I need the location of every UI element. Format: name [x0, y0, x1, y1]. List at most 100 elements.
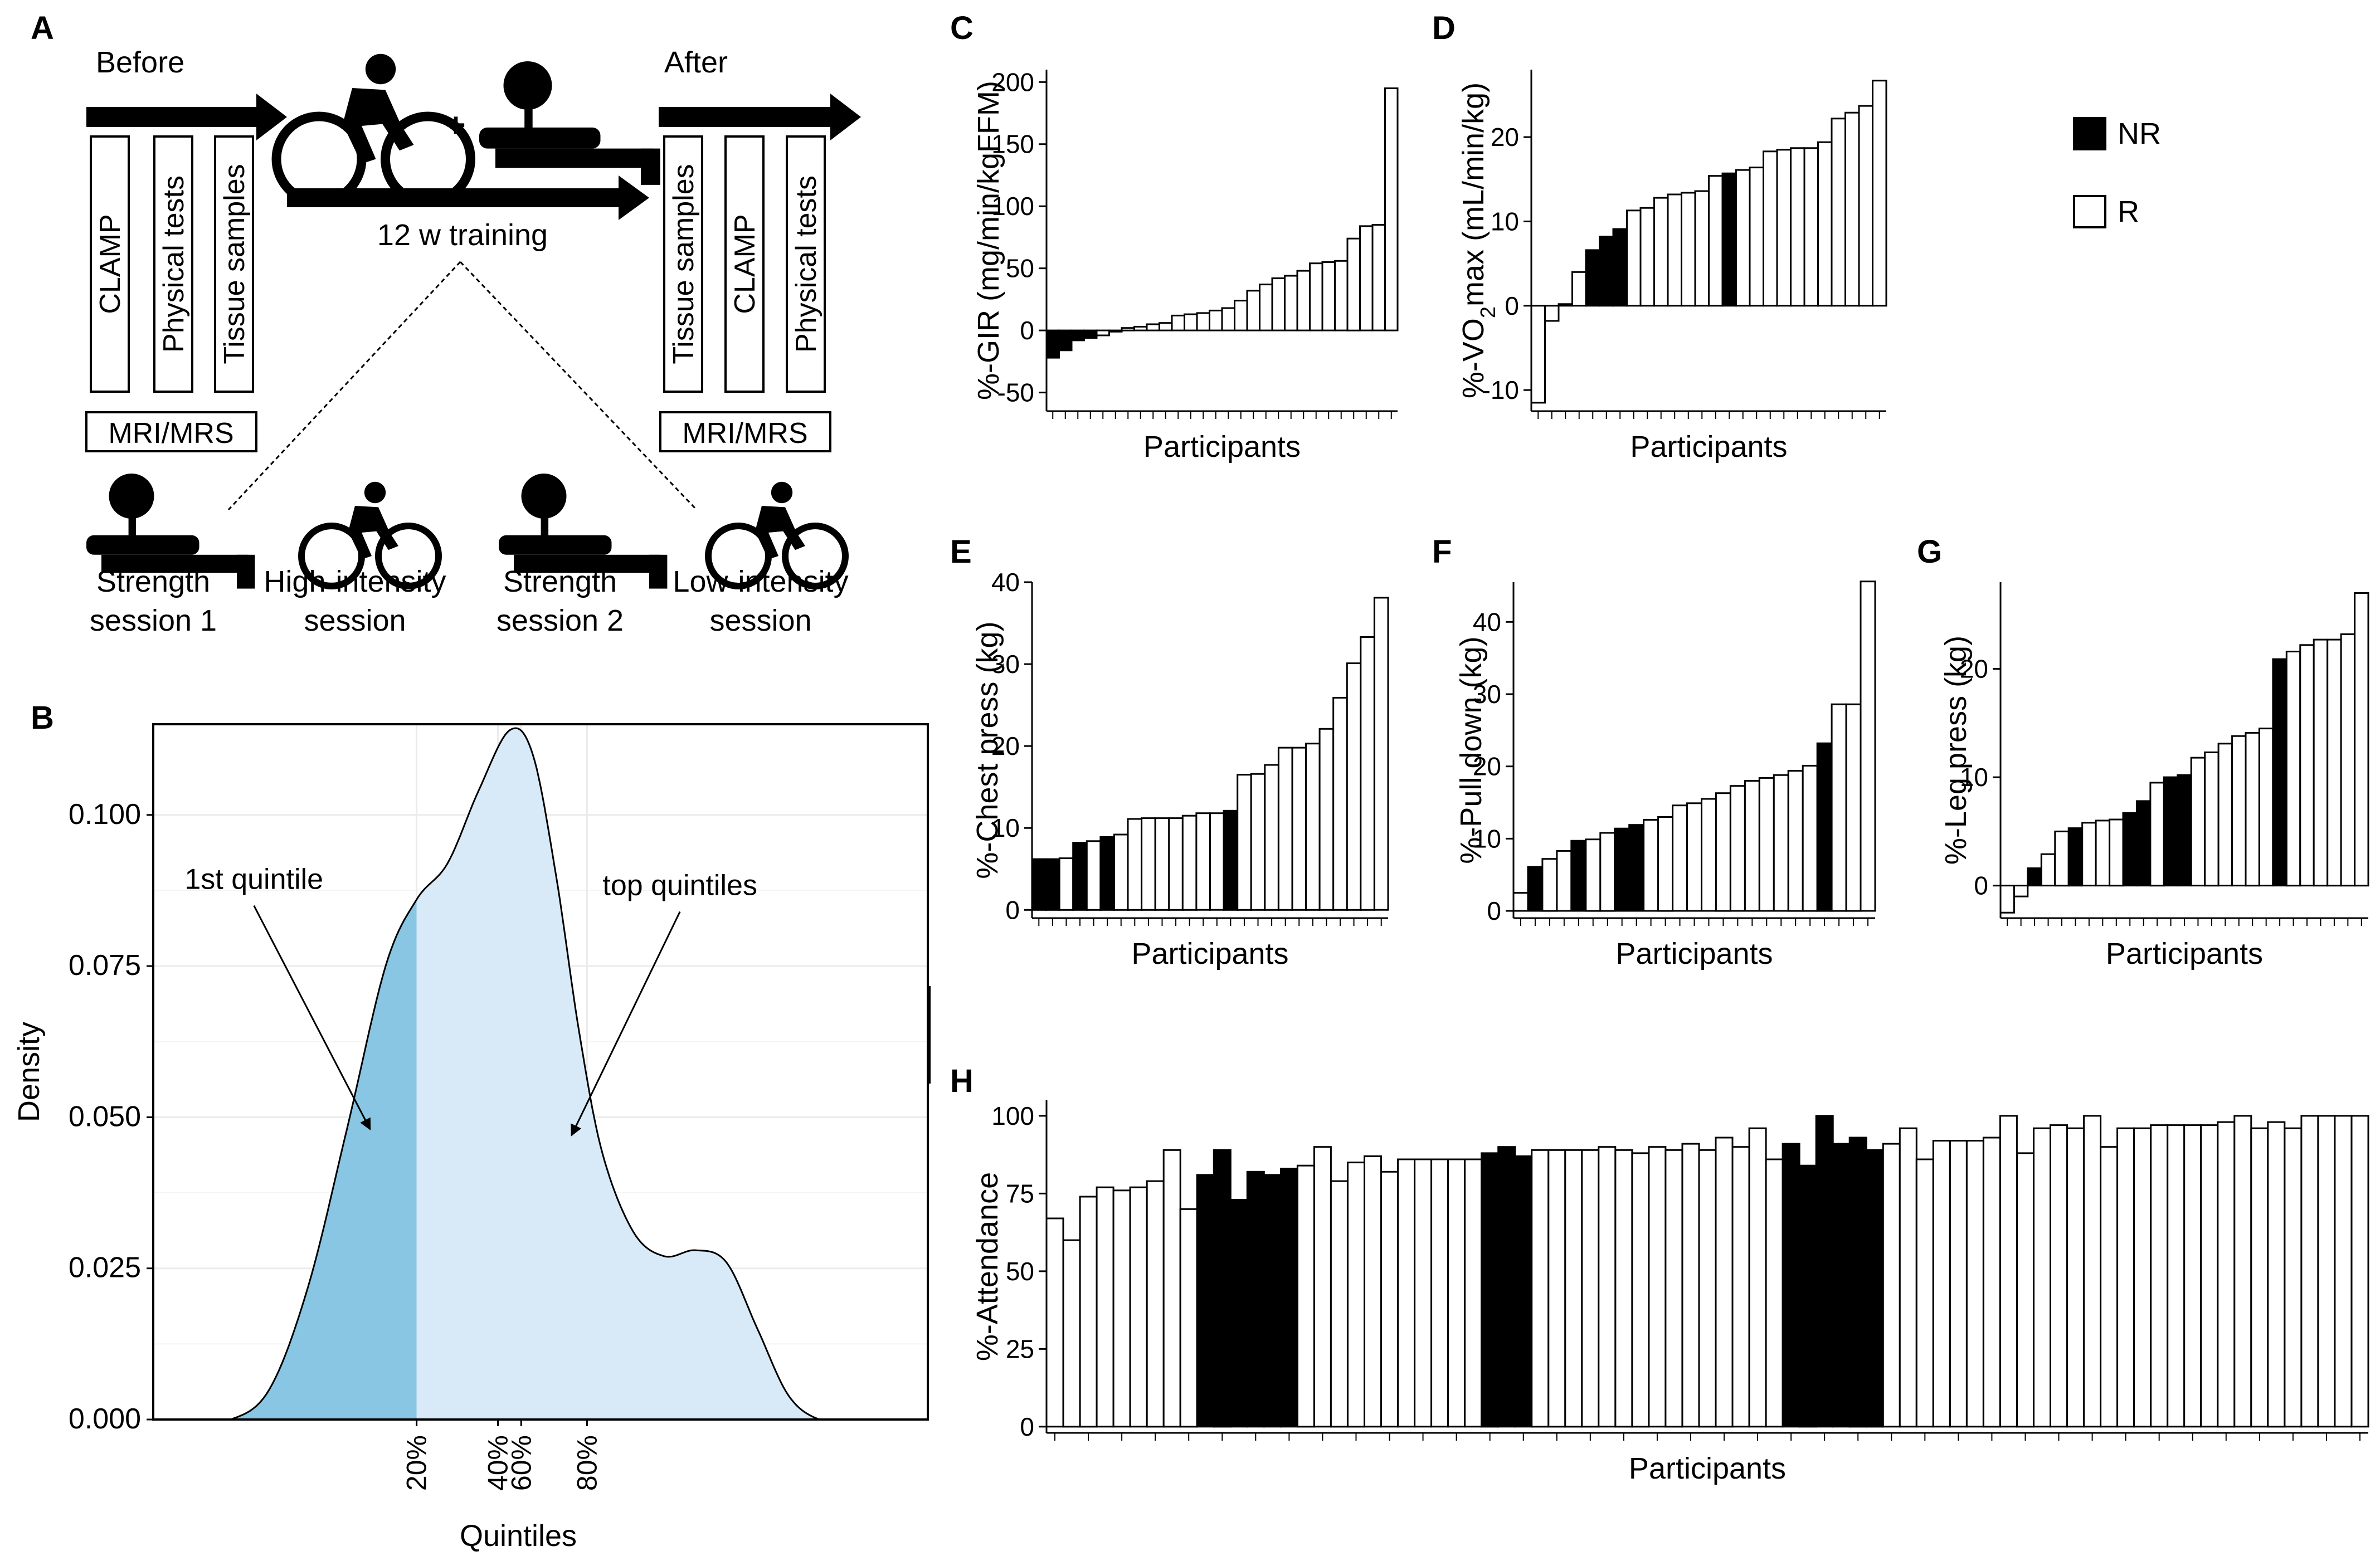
bar-nr	[1246, 1170, 1265, 1428]
bar-r	[1321, 261, 1336, 331]
plus-sign: +	[446, 106, 465, 144]
bar-nr	[2122, 812, 2138, 887]
bar-nr	[1072, 842, 1088, 911]
bar-r	[2300, 1115, 2319, 1428]
before-box-clamp	[90, 135, 130, 393]
bar-r	[1359, 225, 1374, 331]
bar-r	[2334, 1115, 2353, 1428]
bar-r	[1146, 323, 1160, 331]
bar-r	[1259, 284, 1273, 331]
bar-r	[1121, 327, 1135, 331]
y-axis-title: %-Leg press (kg)	[1939, 636, 1973, 865]
bar-r	[1380, 1170, 1399, 1428]
bar-r	[1284, 275, 1298, 331]
x-axis-title: Participants	[2106, 937, 2263, 970]
panel-e-label: E	[950, 534, 972, 570]
bicycle-icon	[704, 481, 849, 590]
bar-r	[1414, 1158, 1433, 1428]
y-tick-label: 30	[1473, 680, 1501, 709]
bar-r	[1999, 1115, 2018, 1428]
after-mri-text: MRI/MRS	[682, 417, 807, 450]
panel-f-label: F	[1432, 534, 1452, 570]
y-tick-label: 0.100	[69, 798, 141, 831]
bar-r	[1309, 262, 1323, 331]
before-mri-text: MRI/MRS	[108, 417, 233, 450]
y-tick-label: 20	[1960, 655, 1988, 684]
bar-r	[1271, 277, 1286, 331]
y-tick-label: 30	[991, 650, 1020, 679]
y-tick-label: 0.075	[69, 949, 141, 982]
bar-nr	[2135, 800, 2152, 887]
session-4-line2: session	[709, 604, 811, 637]
bar-nr	[1612, 228, 1628, 307]
panel-a: A Before After 12 w training CLAMP Physi…	[31, 10, 861, 637]
bar-r	[1701, 798, 1717, 912]
bar-r	[1146, 1180, 1165, 1428]
bar-nr	[1031, 858, 1047, 911]
y-tick-label: 20	[991, 731, 1020, 760]
y-axis-title: %-Chest press (kg)	[971, 621, 1004, 879]
bar-r	[1045, 1217, 1064, 1428]
bar-r	[1982, 1136, 2001, 1428]
panel-c-label: C	[950, 10, 974, 46]
bar-r	[1731, 1146, 1750, 1428]
bar-r	[1965, 1140, 1984, 1428]
bar-r	[1744, 780, 1760, 912]
bar-r	[2016, 1152, 2035, 1428]
bar-r	[2285, 651, 2301, 887]
annotation-label: top quintiles	[602, 869, 757, 901]
bar-r	[1817, 141, 1833, 307]
bar-r	[1277, 747, 1293, 911]
bar-r	[2013, 885, 2029, 897]
legend-nr-label: NR	[2118, 117, 2161, 150]
bar-r	[1681, 1143, 1700, 1428]
bar-r	[1899, 1127, 1917, 1428]
bar-r	[1556, 850, 1573, 912]
bar-r	[2116, 1127, 2135, 1428]
bar-r	[1196, 312, 1210, 331]
bar-r	[2231, 735, 2247, 887]
y-tick-label: 50	[1006, 254, 1034, 283]
y-tick-label: 40	[991, 568, 1020, 597]
session-3-line2: session 2	[497, 604, 624, 637]
bar-nr	[1782, 1143, 1800, 1428]
panel-b: B 0.000 0.025 0.050 0.075 0.100 20% 40%60% 80% Q…	[12, 700, 929, 1553]
panel-d: D -10 0 10 20 Participants %-VO2max (mL/min/kg…	[1432, 10, 1887, 464]
bar-nr	[2027, 867, 2042, 887]
bar-r	[2354, 592, 2369, 887]
bar-r	[1195, 812, 1211, 911]
bar-r	[1291, 747, 1307, 911]
panel-g: G 0 10 20 Participants %-Leg press (kg)	[1917, 534, 2369, 970]
bar-r	[2233, 1115, 2252, 1428]
y-tick-label: 10	[1473, 824, 1501, 853]
bar-r	[2033, 1127, 2051, 1428]
bar-r	[1715, 792, 1731, 912]
panel-h: H 0 25 50 75 100 Participants %-Attendance	[950, 1063, 2369, 1485]
bar-r	[1313, 1146, 1332, 1428]
before-box-tissue	[214, 135, 254, 393]
y-tick-label: 10	[991, 813, 1020, 842]
bar-r	[1729, 785, 1746, 912]
bar-r	[1639, 207, 1655, 307]
bar-r	[2100, 1146, 2119, 1428]
bar-nr	[1527, 866, 1544, 912]
bar-r	[2183, 1124, 2202, 1428]
bar-r	[1141, 817, 1156, 911]
bar-nr	[1599, 236, 1614, 307]
bar-r	[1686, 802, 1702, 912]
bar-r	[1058, 857, 1074, 911]
bar-r	[2217, 1121, 2236, 1428]
bar-r	[1715, 1136, 1734, 1428]
bar-r	[1221, 307, 1235, 331]
y-tick-label: 0	[1005, 895, 1020, 924]
bar-r	[1296, 1164, 1315, 1428]
top-quintiles-area	[416, 728, 928, 1420]
after-mri-box	[659, 411, 831, 452]
bar-r	[1234, 300, 1248, 331]
bar-r	[1154, 817, 1170, 911]
bar-r	[2190, 757, 2206, 887]
after-box-physical-text: Physical tests	[790, 175, 822, 353]
bar-r	[1749, 167, 1764, 307]
bar-r	[1698, 1149, 1717, 1428]
after-arrow	[659, 94, 861, 140]
